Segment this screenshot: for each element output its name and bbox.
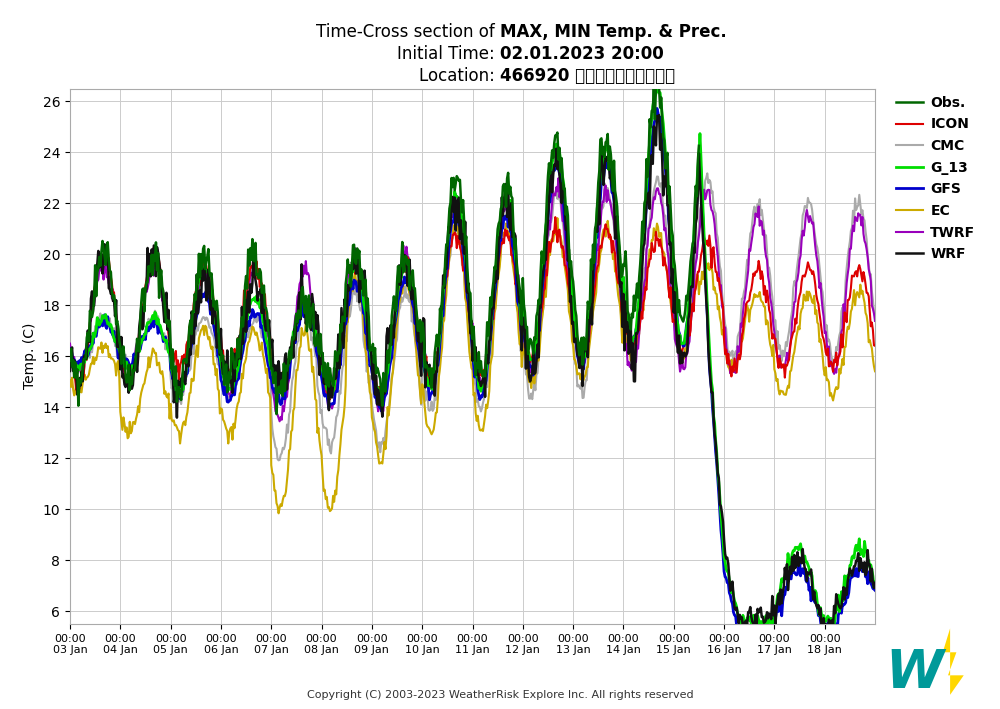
Polygon shape: [943, 628, 964, 695]
Text: Initial Time:: Initial Time:: [397, 45, 500, 63]
Text: Time-Cross section of: Time-Cross section of: [316, 23, 500, 41]
Text: MAX, MIN Temp. & Prec.: MAX, MIN Temp. & Prec.: [500, 23, 727, 41]
Y-axis label: Temp. (C): Temp. (C): [23, 323, 37, 389]
Text: 02.01.2023 20:00: 02.01.2023 20:00: [500, 45, 664, 63]
Legend: Obs., ICON, CMC, G_13, GFS, EC, TWRF, WRF: Obs., ICON, CMC, G_13, GFS, EC, TWRF, WR…: [890, 90, 981, 267]
Text: Location:: Location:: [419, 67, 500, 85]
Text: 466920 臺北市中正區臺北測站: 466920 臺北市中正區臺北測站: [500, 67, 675, 85]
Text: W: W: [885, 647, 943, 698]
Text: Copyright (C) 2003-2023 WeatherRisk Explore Inc. All rights reserved: Copyright (C) 2003-2023 WeatherRisk Expl…: [307, 691, 693, 700]
